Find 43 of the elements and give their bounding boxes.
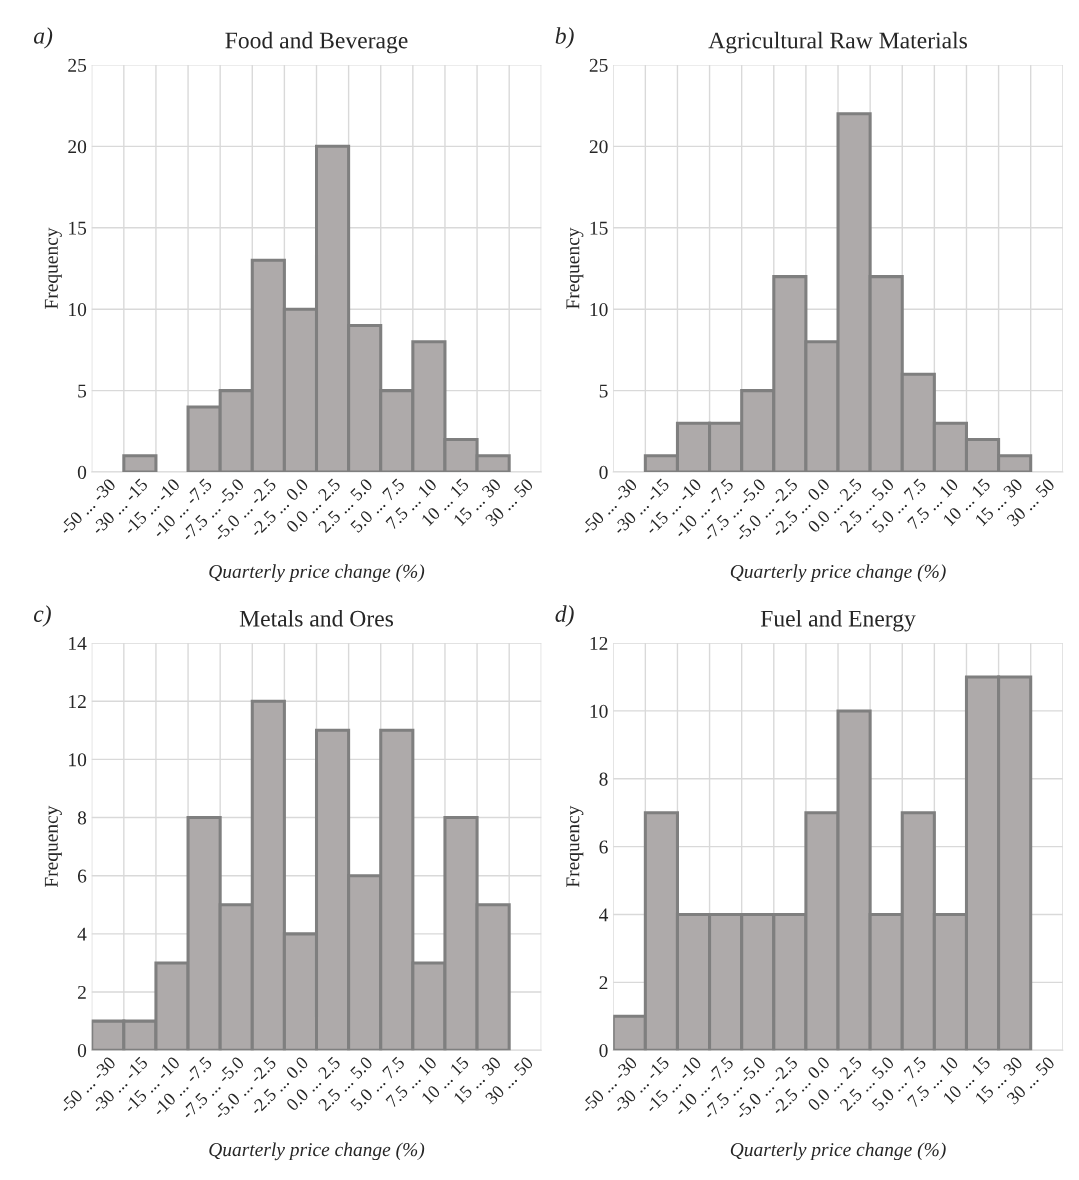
y-tick-label: 0 [599,1044,608,1058]
y-axis-title: Frequency [566,227,584,309]
y-tick-label: 6 [599,840,608,854]
y-tick-label: 6 [77,869,87,883]
y-tick-label: 15 [590,221,608,235]
y-axis-title: Frequency [44,805,62,888]
chart-title: Food and Beverage [225,31,408,54]
y-tick-label: 25 [589,58,608,72]
y-tick-label: 0 [77,1044,87,1058]
y-tick-label: 12 [590,636,608,650]
text: a) [33,27,53,49]
y-tick-label: 2 [77,985,86,999]
text: d) [555,605,574,627]
y-tick-label: 4 [599,908,609,922]
y-tick-label: 15 [69,221,87,235]
y-tick-label: 5 [599,384,608,398]
y-tick-label: 20 [68,140,87,154]
chart-title: Fuel and Energy [760,610,916,632]
y-tick-label: 0 [599,465,608,479]
y-tick-label: 8 [77,811,87,825]
chart-title: Metals and Ores [239,610,394,627]
x-axis-title: Quarterly price change (%) [730,564,946,582]
y-tick-label: 5 [78,384,87,398]
x-axis-title: Quarterly price change (%) [209,564,425,582]
y-tick-label: 25 [68,58,87,72]
y-tick-label: 8 [599,772,608,786]
text: b) [555,27,574,49]
y-tick-label: 20 [589,140,608,154]
y-tick-label: 10 [69,303,87,317]
y-tick-label: 14 [69,636,87,650]
y-axis-title: Frequency [566,805,584,888]
y-tick-label: 12 [69,695,86,708]
text: c) [34,605,51,627]
y-tick-label: 10 [590,303,608,317]
y-tick-label: 10 [590,704,608,718]
x-axis-title: Quarterly price change (%) [209,1142,425,1161]
y-axis-title: Frequency [44,227,62,309]
y-tick-label: 10 [69,753,87,767]
y-tick-label: 2 [599,976,608,990]
y-tick-label: 0 [77,465,87,479]
chart-title: Agricultural Raw Materials [708,31,967,54]
y-tick-label: 4 [77,927,87,941]
x-axis-title: Quarterly price change (%) [730,1142,946,1161]
